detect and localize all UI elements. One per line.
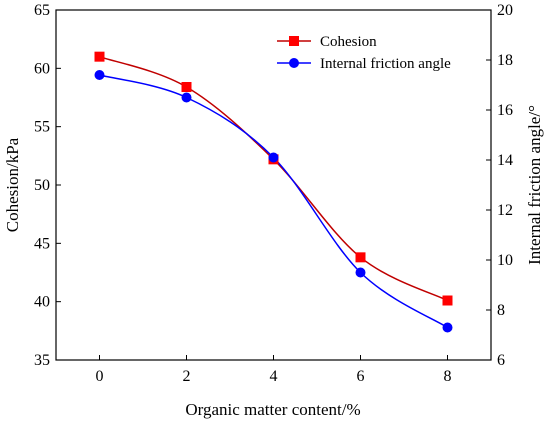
y-axis-label-left: Cohesion/kPa [3, 137, 22, 232]
series-line-0 [99, 55, 448, 302]
cohesion-point [442, 295, 453, 306]
y-right-tick-label: 12 [497, 202, 513, 219]
cohesion-point [94, 51, 105, 62]
y-left-tick-label: 65 [34, 2, 50, 19]
x-axis-label: Organic matter content/% [185, 400, 360, 419]
series-lines [99, 55, 448, 329]
y-right-tick-label: 8 [497, 302, 505, 319]
y-left-tick-label: 55 [34, 119, 50, 136]
y-axis-label-right: Internal friction angle/° [525, 105, 544, 265]
friction-angle-point [268, 152, 279, 163]
friction-angle-point [181, 92, 192, 103]
axis-ticks: 0 2 4 6 8 35 40 45 50 55 60 65 6 8 10 12 14 16 18 20 [34, 2, 513, 385]
y-right-tick-label: 20 [497, 2, 513, 19]
y-right-tick-label: 14 [497, 152, 513, 169]
y-left-tick-label: 50 [34, 177, 50, 194]
y-left-tick-label: 40 [34, 294, 50, 311]
friction-angle-point [94, 70, 105, 80]
legend-marker-cohesion [289, 36, 299, 46]
y-right-tick-label: 16 [497, 102, 513, 119]
legend-label-cohesion: Cohesion [320, 34, 377, 50]
x-tick-label: 2 [183, 368, 191, 385]
legend-marker-friction [289, 58, 299, 68]
y-right-tick-label: 6 [497, 352, 505, 369]
friction-angle-point [442, 322, 453, 333]
y-right-tick-label: 18 [497, 52, 513, 69]
y-left-tick-label: 60 [34, 60, 50, 77]
y-left-tick-label: 45 [34, 235, 50, 252]
cohesion-point [355, 252, 366, 263]
x-tick-label: 4 [270, 368, 278, 385]
cohesion-point [181, 82, 192, 92]
series-markers [94, 51, 453, 333]
x-tick-label: 0 [96, 368, 104, 385]
y-right-tick-label: 10 [497, 252, 513, 269]
x-tick-label: 6 [357, 368, 365, 385]
legend: Cohesion Internal friction angle [277, 34, 451, 72]
friction-angle-point [355, 267, 366, 278]
x-tick-label: 8 [444, 368, 452, 385]
y-left-tick-label: 35 [34, 352, 50, 369]
series-line-1 [99, 74, 448, 329]
legend-label-friction: Internal friction angle [320, 56, 451, 72]
